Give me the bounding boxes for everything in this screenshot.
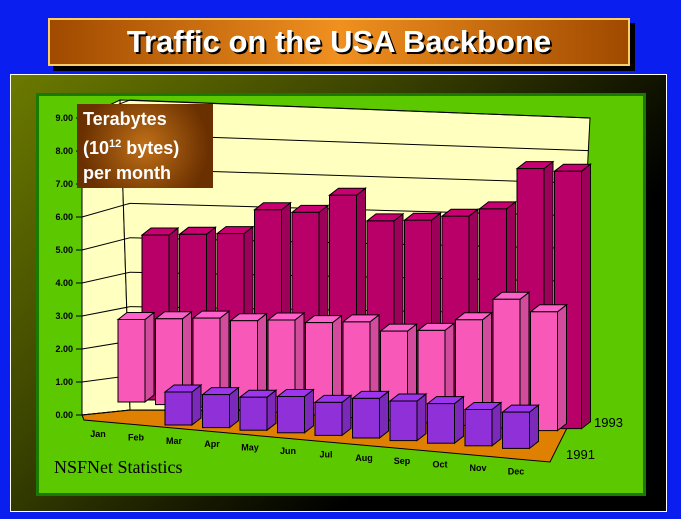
x-tick-label: Jul bbox=[319, 449, 332, 459]
bar-1991-May bbox=[239, 396, 268, 431]
units-line3: per month bbox=[83, 163, 171, 183]
y-tick-label: 5.00 bbox=[55, 245, 73, 255]
y-tick-label: 9.00 bbox=[55, 113, 73, 123]
units-line1: Terabytes bbox=[83, 109, 167, 129]
bar-1991-Sep bbox=[389, 400, 418, 442]
bar-side bbox=[144, 311, 155, 404]
bar-1991-Jul bbox=[314, 401, 343, 436]
units-exponent: 12 bbox=[109, 138, 122, 150]
gridline-left bbox=[81, 202, 131, 218]
x-tick-label: Feb bbox=[128, 432, 145, 442]
bar-1991-Nov bbox=[464, 409, 493, 447]
y-tick-label: 2.00 bbox=[55, 344, 73, 354]
bar-1991-Apr bbox=[202, 394, 230, 429]
slide-title: Traffic on the USA Backbone bbox=[126, 24, 552, 59]
gridline-left bbox=[81, 237, 131, 251]
bar-1991-Aug bbox=[352, 397, 380, 439]
series-label-1991: 1991 bbox=[566, 447, 595, 462]
bar-side bbox=[581, 163, 591, 430]
gridline-left bbox=[81, 271, 131, 284]
x-tick-label: Oct bbox=[432, 460, 447, 470]
x-tick-label: Aug bbox=[355, 453, 373, 463]
series-label-1993: 1993 bbox=[594, 415, 623, 430]
bar-side bbox=[557, 303, 567, 432]
x-tick-label: Mar bbox=[166, 436, 183, 446]
bar-1991-Mar bbox=[164, 391, 193, 426]
y-tick-label: 3.00 bbox=[55, 311, 73, 321]
bar-side bbox=[416, 392, 427, 442]
y-tick-label: 4.00 bbox=[55, 278, 73, 288]
y-tick-label: 8.00 bbox=[55, 146, 73, 156]
x-tick-label: Jun bbox=[280, 446, 296, 456]
bar-series-1-Jan bbox=[117, 319, 146, 403]
units-line2-post: bytes) bbox=[121, 138, 180, 158]
units-line2: (1012 bytes) bbox=[83, 132, 207, 161]
units-line2-pre: (10 bbox=[83, 138, 110, 158]
x-tick-label: Apr bbox=[204, 439, 220, 449]
source-label: NSFNet Statistics bbox=[54, 457, 183, 477]
gridline-left bbox=[81, 409, 131, 416]
x-tick-label: May bbox=[241, 443, 259, 453]
title-banner: Traffic on the USA Backbone bbox=[48, 18, 630, 66]
y-tick-label: 0.00 bbox=[55, 410, 73, 420]
y-tick-label: 6.00 bbox=[55, 212, 73, 222]
x-tick-label: Nov bbox=[469, 463, 486, 473]
y-tick-label: 1.00 bbox=[55, 377, 73, 387]
gridline-left bbox=[81, 306, 131, 317]
bar-1993-Dec bbox=[554, 170, 582, 430]
units-label: Terabytes (1012 bytes) per month bbox=[77, 104, 213, 188]
x-tick-label: Sep bbox=[394, 456, 411, 466]
bar-side bbox=[454, 395, 464, 445]
bar-1991-Jun bbox=[277, 396, 305, 434]
bar-side bbox=[379, 390, 389, 440]
x-tick-label: Jan bbox=[90, 429, 106, 439]
y-tick-label: 7.00 bbox=[55, 179, 73, 189]
bar-1991-Oct bbox=[427, 403, 455, 444]
bar-1991-Dec bbox=[502, 411, 530, 449]
x-tick-label: Dec bbox=[508, 466, 525, 476]
gridline-back bbox=[129, 99, 591, 119]
